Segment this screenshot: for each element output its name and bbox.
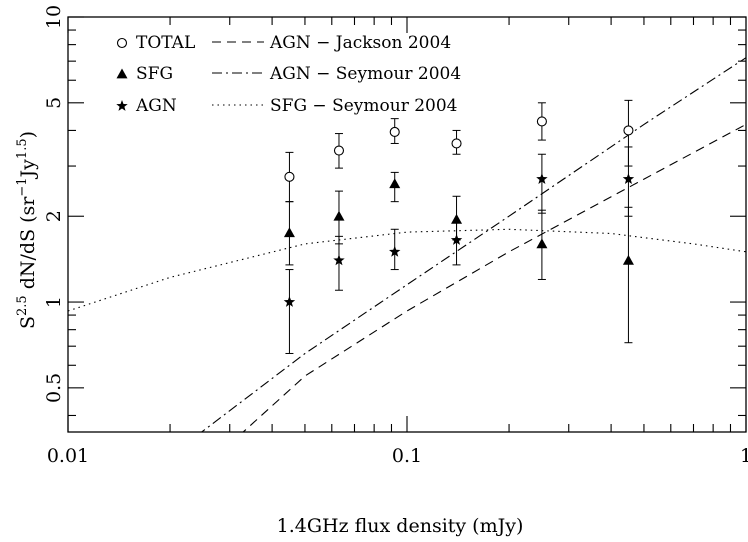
point-total: [284, 171, 295, 182]
y-label-close: ): [17, 131, 39, 138]
point-total: [389, 126, 400, 138]
point-agn: [283, 296, 296, 307]
y-axis-label: S2.5 dN/dS (sr−1Jy1.5): [15, 131, 39, 329]
point-agn: [536, 173, 548, 184]
model-curves: [68, 57, 746, 432]
legend-marker-sfg: [116, 68, 128, 79]
axis-ticks: [67, 16, 747, 432]
y-tick-label: 5: [43, 97, 65, 109]
curve-sfg-seymour-2004: [68, 228, 746, 312]
legend-label-sfg-seymour-2004: SFG − Seymour 2004: [270, 96, 457, 116]
point-sfg: [283, 227, 295, 238]
legend-label-sfg: SFG: [136, 64, 173, 84]
y-tick-label: 10: [43, 5, 65, 29]
data-markers: [283, 116, 635, 307]
y-label-dnds: dN/dS (sr: [17, 196, 39, 296]
point-agn: [450, 234, 463, 245]
y-label-jy: Jy: [17, 159, 39, 180]
point-total: [623, 125, 634, 136]
y-tick-label: 1: [43, 296, 65, 308]
point-sfg: [451, 213, 463, 224]
y-label-s: S: [17, 316, 39, 329]
point-agn: [622, 173, 635, 184]
tick-labels: 0.01 0.1 1 0.5 1 2 5 10: [43, 5, 748, 467]
point-total: [451, 138, 462, 149]
y-label-exp-minus-1: −1: [15, 177, 30, 196]
x-tick-label: 1: [740, 445, 748, 467]
x-tick-label: 0.1: [392, 445, 422, 467]
point-sfg: [333, 210, 345, 221]
y-label-exp-1-5: 1.5: [15, 138, 30, 159]
legend: TOTAL SFG AGN AGN − Jackson 2004 AGN − Seymo…: [116, 33, 461, 116]
y-label-exp-2-5: 2.5: [15, 295, 30, 316]
curve-agn-seymour-2004: [200, 57, 746, 432]
legend-label-agn-seymour-2004: AGN − Seymour 2004: [269, 64, 461, 84]
point-sfg: [536, 238, 548, 249]
y-tick-label: 2: [43, 210, 65, 222]
point-total: [333, 145, 345, 156]
point-sfg: [622, 254, 634, 265]
legend-label-agn-jackson-2004: AGN − Jackson 2004: [269, 33, 451, 53]
legend-marker-total: [116, 37, 128, 49]
point-total: [536, 116, 547, 127]
x-axis-label: 1.4GHz flux density (mJy): [277, 515, 524, 537]
error-bars: [285, 99, 633, 354]
legend-label-total: TOTAL: [136, 33, 195, 53]
point-agn: [389, 245, 401, 257]
x-tick-label: 0.01: [47, 445, 89, 467]
legend-label-agn: AGN: [135, 96, 177, 116]
curve-agn-jackson-2004: [242, 123, 746, 432]
point-sfg: [389, 178, 401, 189]
legend-marker-agn: [116, 100, 128, 111]
point-agn: [333, 254, 345, 266]
y-tick-label: 0.5: [43, 373, 65, 403]
